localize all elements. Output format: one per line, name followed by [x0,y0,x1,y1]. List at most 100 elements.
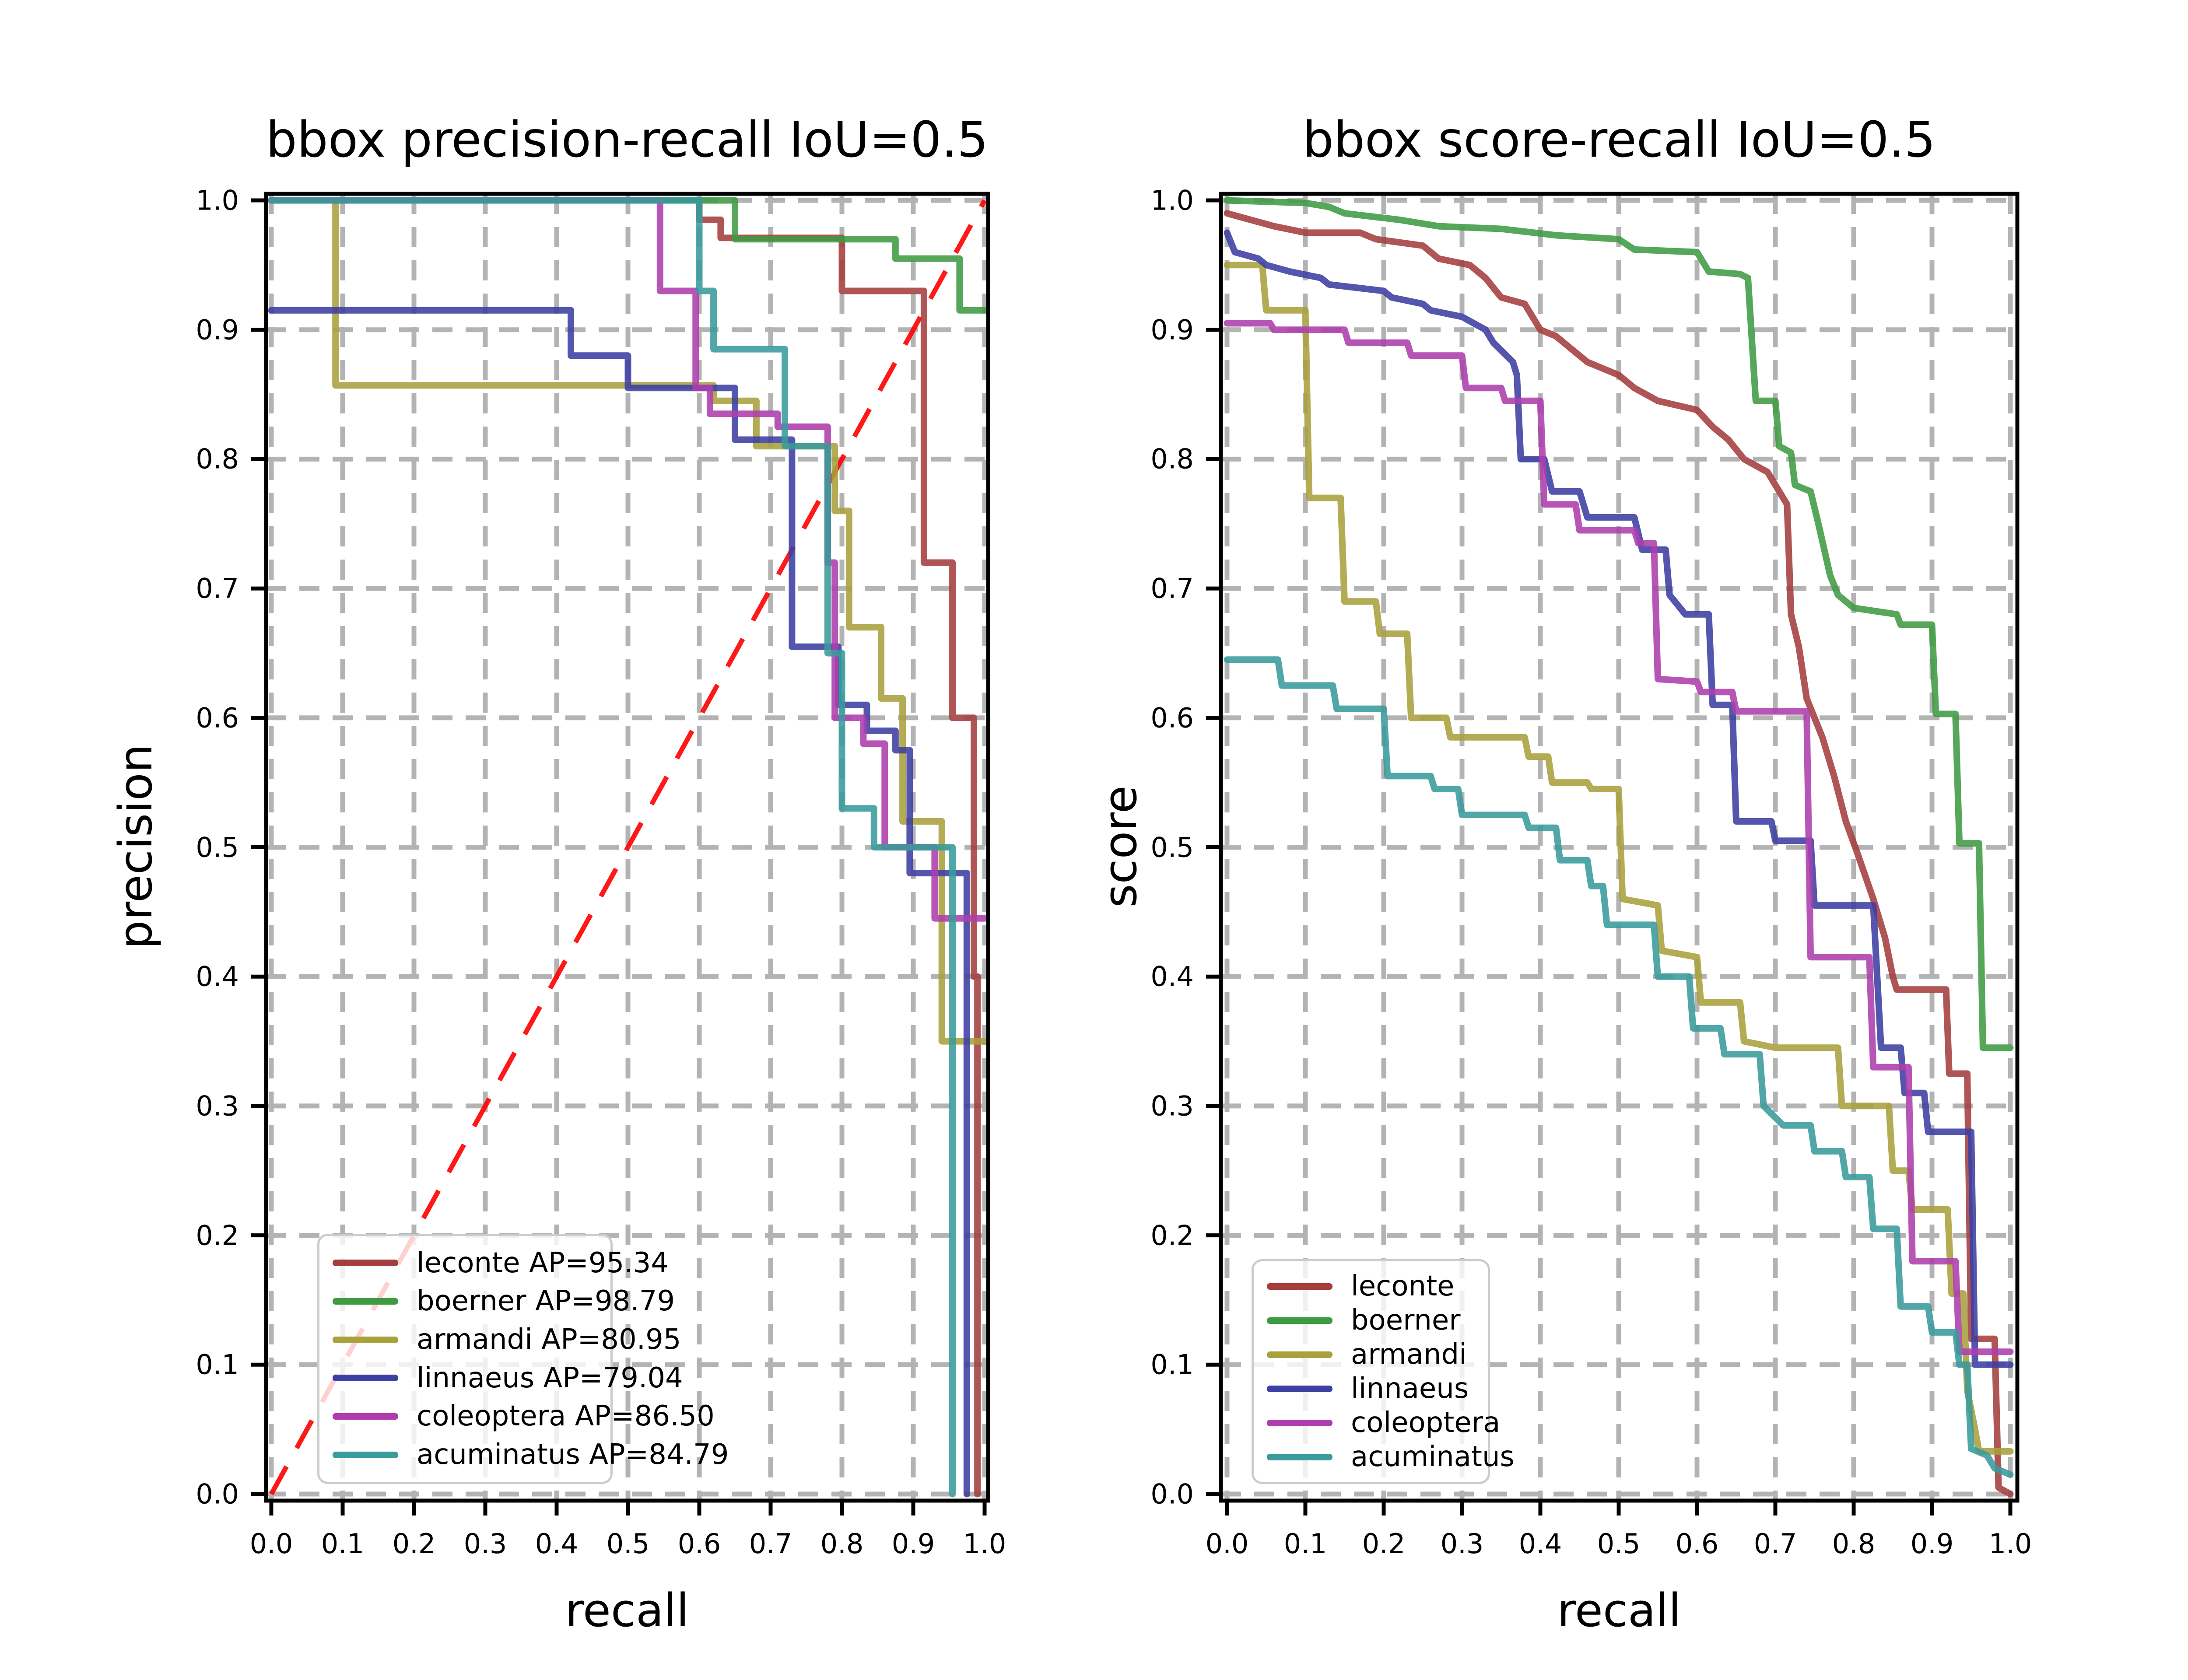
series-line-coleoptera [1224,320,2014,1355]
y-tick-label: 0.5 [1150,831,1194,863]
y-tick-label: 0.8 [1150,443,1194,475]
left-yaxis-label: precision [109,744,162,949]
legend-swatch-leconte [333,1260,398,1267]
legend-label: linnaeus [1351,1372,1469,1405]
legend-label: boerner [1351,1304,1461,1337]
legend-label: leconte AP=95.34 [417,1246,669,1279]
y-tick-label: 0.0 [196,1478,239,1510]
diagonal-reference-line [269,199,987,1495]
y-tick-label: 1.0 [1150,184,1194,217]
y-tick-label: 0.9 [1150,314,1194,346]
legend-item-boerner: boerner [1267,1304,1475,1337]
legend-swatch-coleoptera [1267,1419,1332,1426]
legend-swatch-boerner [333,1298,398,1305]
legend-label: acuminatus AP=84.79 [417,1438,729,1471]
y-tick-label: 1.0 [196,184,239,217]
y-tick-label: 0.3 [196,1090,239,1122]
y-tick-label: 0.4 [196,960,239,993]
y-tick-label: 0.7 [1150,572,1194,605]
x-tick-label: 1.0 [1988,1528,2032,1560]
series-line-armandi [1224,262,2014,1455]
right-xaxis-label: recall [1557,1584,1681,1637]
legend-swatch-boerner [1267,1317,1332,1324]
legend-item-armandi: armandi [1267,1338,1475,1371]
x-tick-label: 0.9 [1910,1528,1954,1560]
series-line-acuminatus [1224,656,2014,1478]
series-line-armandi [268,197,988,1045]
x-tick-label: 0.3 [463,1528,507,1560]
y-tick-label: 0.6 [196,702,239,734]
x-tick-label: 0.5 [1597,1528,1641,1560]
legend-item-leconte: leconte AP=95.34 [333,1247,669,1279]
series-line-leconte [268,197,981,1498]
x-tick-label: 0.5 [606,1528,650,1560]
left-plot-legend: leconte AP=95.34 boerner AP=98.79 armandi … [317,1234,729,1484]
legend-item-boerner: boerner AP=98.79 [333,1285,675,1317]
legend-label: coleoptera AP=86.50 [417,1400,715,1433]
series-line-boerner [268,197,988,314]
series-line-boerner [1224,197,2014,1051]
x-tick-label: 0.6 [1675,1528,1719,1560]
y-tick-label: 0.2 [196,1219,239,1252]
right-plot-title: bbox score-recall IoU=0.5 [1302,112,1936,168]
x-tick-label: 0.1 [321,1528,365,1560]
left-plot-title: bbox precision-recall IoU=0.5 [266,112,989,168]
legend-item-leconte: leconte [1267,1270,1475,1302]
series-line-linnaeus [1224,229,2014,1368]
legend-label: armandi [1351,1338,1467,1371]
legend-swatch-acuminatus [1267,1453,1332,1460]
legend-swatch-coleoptera [333,1413,398,1420]
legend-item-acuminatus: acuminatus AP=84.79 [333,1438,729,1471]
right-plot-legend: leconte boerner armandi linnaeus coleoptera a… [1252,1259,1515,1484]
x-tick-label: 0.0 [249,1528,293,1560]
y-tick-label: 0.6 [1150,702,1194,734]
legend-item-coleoptera: coleoptera AP=86.50 [333,1400,715,1432]
x-tick-label: 0.4 [1518,1528,1562,1560]
x-tick-label: 0.7 [1753,1528,1797,1560]
x-tick-label: 0.6 [677,1528,721,1560]
x-tick-label: 0.1 [1283,1528,1327,1560]
right-yaxis-label: score [1094,785,1147,908]
legend-swatch-linnaeus [333,1375,398,1382]
y-tick-label: 0.5 [196,831,239,863]
x-tick-label: 0.3 [1440,1528,1484,1560]
legend-label: leconte [1351,1270,1455,1302]
legend-label: boerner AP=98.79 [417,1285,675,1318]
y-tick-label: 0.2 [1150,1219,1194,1252]
y-tick-label: 0.4 [1150,960,1194,993]
y-tick-label: 0.3 [1150,1090,1194,1122]
legend-item-linnaeus: linnaeus AP=79.04 [333,1362,683,1394]
legend-swatch-acuminatus [333,1451,398,1458]
left-xaxis-label: recall [565,1584,689,1637]
legend-item-acuminatus: acuminatus [1267,1441,1515,1473]
x-tick-label: 0.9 [891,1528,935,1560]
legend-item-armandi: armandi AP=80.95 [333,1323,681,1356]
series-line-acuminatus [268,197,956,1498]
y-tick-label: 0.9 [196,314,239,346]
x-tick-label: 0.2 [392,1528,436,1560]
y-tick-label: 0.1 [196,1348,239,1381]
y-tick-label: 0.8 [196,443,239,475]
y-tick-label: 0.7 [196,572,239,605]
y-tick-label: 0.1 [1150,1348,1194,1381]
legend-swatch-linnaeus [1267,1385,1332,1392]
legend-swatch-armandi [1267,1351,1332,1358]
x-tick-label: 0.8 [1832,1528,1876,1560]
x-tick-label: 0.2 [1362,1528,1406,1560]
series-line-linnaeus [268,307,970,1498]
legend-swatch-leconte [1267,1283,1332,1290]
legend-label: coleoptera [1351,1407,1501,1439]
legend-item-coleoptera: coleoptera [1267,1407,1500,1439]
series-line-leconte [1224,210,2014,1498]
legend-item-linnaeus: linnaeus [1267,1372,1475,1405]
x-tick-label: 0.4 [535,1528,579,1560]
legend-swatch-armandi [333,1336,398,1343]
y-tick-label: 0.0 [1150,1478,1194,1510]
x-tick-label: 0.7 [749,1528,792,1560]
x-tick-label: 1.0 [963,1528,1006,1560]
legend-label: acuminatus [1351,1441,1515,1473]
legend-label: armandi AP=80.95 [417,1323,681,1356]
x-tick-label: 0.0 [1205,1528,1249,1560]
